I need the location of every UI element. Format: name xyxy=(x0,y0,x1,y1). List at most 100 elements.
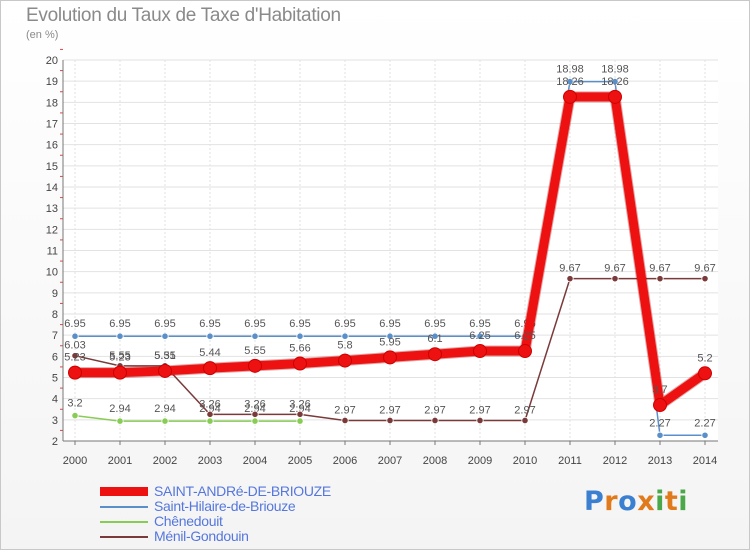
data-label: 2.27 xyxy=(694,417,715,429)
data-label: 5.44 xyxy=(199,347,220,359)
x-tick-label: 2013 xyxy=(648,455,672,467)
y-tick-label: 4 xyxy=(52,394,58,406)
data-point xyxy=(116,332,124,340)
data-label: 18.26 xyxy=(556,76,584,88)
data-label: 6.95 xyxy=(154,318,175,330)
data-label: 5.55 xyxy=(154,350,175,362)
data-label: 5.95 xyxy=(379,336,400,348)
data-point xyxy=(608,89,622,104)
data-label: 6.1 xyxy=(427,333,442,345)
data-label: 2.97 xyxy=(334,404,355,416)
data-label: 2.27 xyxy=(649,417,670,429)
legend-label: SAINT-ANDRé-DE-BRIOUZE xyxy=(154,483,331,499)
data-point xyxy=(656,431,664,439)
data-label: 2.94 xyxy=(289,403,310,415)
data-point xyxy=(296,332,304,340)
data-point xyxy=(701,431,709,439)
data-point xyxy=(518,344,532,359)
data-label: 5.31 xyxy=(154,350,175,362)
data-point xyxy=(476,332,484,340)
data-label: 5.55 xyxy=(244,345,265,357)
logo-letter: i xyxy=(655,486,665,517)
data-label: 3.26 xyxy=(244,398,265,410)
data-point xyxy=(251,410,259,418)
data-point xyxy=(251,417,259,425)
data-label: 2.94 xyxy=(154,403,175,415)
data-point xyxy=(431,416,439,425)
chart-unit-label: (en %) xyxy=(26,29,59,41)
data-label: 6.95 xyxy=(109,318,130,330)
data-label: 6.95 xyxy=(334,318,355,330)
data-label: 3.7 xyxy=(652,384,667,396)
data-point xyxy=(116,417,124,425)
legend-swatch xyxy=(100,520,148,523)
y-tick-label: 13 xyxy=(46,203,58,215)
y-tick-label: 17 xyxy=(46,119,58,131)
data-point xyxy=(566,77,574,86)
logo-letter: t xyxy=(664,486,679,517)
logo-letter: o xyxy=(618,486,638,517)
data-point xyxy=(341,332,349,340)
data-label: 18.98 xyxy=(556,64,584,76)
data-label: 2.97 xyxy=(469,404,490,416)
data-label: 6.25 xyxy=(469,330,490,342)
data-label: 6.95 xyxy=(289,318,310,330)
data-point xyxy=(251,332,259,340)
x-tick-label: 2000 xyxy=(63,455,87,467)
x-tick-label: 2002 xyxy=(153,455,177,467)
data-point xyxy=(386,416,394,425)
data-point xyxy=(161,332,169,340)
data-label: 9.67 xyxy=(694,263,715,275)
data-label: 6.25 xyxy=(514,330,535,342)
data-point xyxy=(698,366,712,381)
y-tick-label: 19 xyxy=(46,76,58,88)
data-point xyxy=(383,350,397,365)
legend-swatch xyxy=(100,505,148,508)
data-label: 18.98 xyxy=(601,64,629,76)
legend-label: Ménil-Gondouin xyxy=(154,528,249,544)
data-point xyxy=(563,89,577,104)
y-tick-label: 20 xyxy=(46,55,58,67)
data-label: 6.95 xyxy=(469,318,490,330)
x-tick-label: 2012 xyxy=(603,455,627,467)
data-label: 9.67 xyxy=(604,263,625,275)
data-point xyxy=(203,361,217,376)
data-label: 6.95 xyxy=(64,318,85,330)
data-label: 6.95 xyxy=(199,318,220,330)
x-tick-label: 2007 xyxy=(378,455,402,467)
series-line-ch-nedouit xyxy=(74,414,301,422)
chart-title: Evolution du Taux de Taxe d'Habitation xyxy=(26,5,341,26)
data-label: 2.94 xyxy=(244,403,265,415)
data-label: 9.67 xyxy=(649,263,670,275)
data-point xyxy=(656,275,664,283)
y-tick-label: 11 xyxy=(47,246,58,258)
chart-legend: SAINT-ANDRé-DE-BRIOUZE Saint-Hilaire-de-… xyxy=(100,484,331,544)
legend-item-saint-andre: SAINT-ANDRé-DE-BRIOUZE xyxy=(100,484,331,499)
data-point xyxy=(296,410,304,418)
legend-swatch xyxy=(100,487,148,496)
data-label: 2.94 xyxy=(109,403,130,415)
data-label: 2.94 xyxy=(199,403,220,415)
data-point xyxy=(113,365,127,380)
logo-letter: P xyxy=(584,486,605,517)
x-tick-label: 2008 xyxy=(423,455,447,467)
x-tick-label: 2005 xyxy=(288,455,312,467)
data-point xyxy=(386,332,394,340)
data-point xyxy=(71,352,79,360)
x-tick-label: 2010 xyxy=(513,455,537,467)
y-tick-label: 10 xyxy=(46,267,58,279)
x-tick-label: 2004 xyxy=(243,455,267,467)
data-point xyxy=(248,358,262,373)
data-point xyxy=(566,275,574,283)
x-tick-label: 2009 xyxy=(468,455,492,467)
data-label: 5.55 xyxy=(109,350,130,362)
y-tick-label: 9 xyxy=(52,288,58,300)
data-label: 2.97 xyxy=(379,404,400,416)
proxiti-logo: Proxiti xyxy=(584,486,688,517)
y-tick-label: 12 xyxy=(46,224,58,236)
data-point xyxy=(701,275,709,283)
data-point xyxy=(161,417,169,425)
x-tick-label: 2006 xyxy=(333,455,357,467)
data-point xyxy=(431,332,439,340)
